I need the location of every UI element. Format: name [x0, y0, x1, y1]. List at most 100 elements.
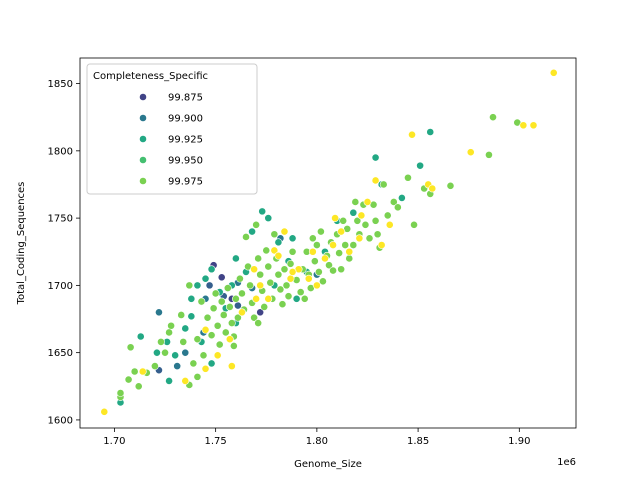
- data-point: [217, 273, 226, 282]
- data-point: [187, 294, 196, 303]
- data-point: [177, 311, 186, 319]
- data-point: [213, 351, 222, 360]
- legend-marker: [139, 135, 147, 143]
- data-points: [100, 68, 558, 416]
- data-point: [209, 304, 218, 313]
- data-point: [351, 198, 360, 206]
- data-point: [207, 265, 216, 274]
- data-point: [296, 288, 305, 297]
- data-point: [408, 130, 416, 139]
- x-tick-label: 1.85: [407, 436, 429, 447]
- y-tick-label: 1750: [48, 214, 73, 225]
- data-point: [248, 227, 256, 236]
- data-point: [153, 348, 161, 357]
- legend-label: 99.925: [168, 135, 203, 146]
- data-point: [349, 208, 358, 217]
- data-point: [116, 389, 125, 397]
- data-point: [181, 348, 190, 357]
- data-point: [286, 274, 295, 283]
- data-point: [270, 230, 279, 239]
- data-point: [274, 270, 283, 279]
- data-point: [314, 268, 323, 276]
- data-point: [252, 220, 261, 229]
- data-point: [365, 234, 374, 243]
- data-point: [229, 342, 238, 350]
- data-point: [274, 251, 283, 260]
- data-point: [171, 351, 180, 360]
- data-point: [304, 274, 313, 283]
- data-point: [181, 377, 190, 385]
- axes-frame: [79, 57, 577, 429]
- data-point: [312, 281, 321, 290]
- data-point: [321, 254, 329, 263]
- x-axis-ticks: 1.70 1.75 1.80 1.85 1.90: [103, 428, 530, 447]
- data-point: [308, 234, 317, 243]
- y-tick-label: 1650: [48, 348, 73, 359]
- data-point: [371, 216, 380, 225]
- data-point: [136, 332, 145, 341]
- data-point: [205, 281, 214, 290]
- legend-label: 99.900: [168, 114, 203, 125]
- data-point: [371, 153, 380, 162]
- data-point: [426, 128, 435, 136]
- data-point: [199, 351, 208, 360]
- data-point: [519, 121, 528, 130]
- data-point: [185, 281, 194, 290]
- data-point: [227, 319, 236, 327]
- data-point: [242, 233, 250, 241]
- data-point: [238, 289, 246, 298]
- data-point: [274, 238, 283, 247]
- data-point: [201, 364, 210, 373]
- data-point: [165, 328, 173, 337]
- x-axis-offset-label: 1e6: [557, 457, 576, 468]
- data-point: [363, 198, 372, 206]
- data-point: [276, 285, 285, 294]
- data-point: [489, 113, 497, 122]
- legend-marker: [139, 156, 147, 164]
- data-point: [446, 181, 455, 190]
- data-point: [173, 362, 182, 371]
- data-point: [325, 261, 333, 270]
- data-point: [335, 249, 344, 257]
- data-point: [270, 246, 279, 255]
- data-point: [549, 68, 558, 77]
- data-point: [256, 281, 265, 290]
- data-point: [349, 241, 358, 249]
- x-tick-label: 1.75: [205, 436, 227, 447]
- data-point: [288, 268, 297, 276]
- data-point: [236, 274, 244, 283]
- data-point: [124, 375, 133, 384]
- data-point: [310, 257, 319, 266]
- legend-marker: [139, 114, 147, 122]
- data-point: [288, 247, 297, 256]
- data-point: [385, 220, 394, 229]
- data-point: [286, 259, 295, 268]
- y-axis-ticks: 1600 1650 1700 1750 1800 1850: [48, 79, 80, 426]
- data-point: [529, 121, 538, 130]
- data-point: [393, 203, 402, 212]
- data-point: [383, 211, 392, 220]
- data-point: [246, 281, 254, 290]
- data-point: [319, 277, 327, 286]
- data-point: [264, 294, 273, 303]
- data-point: [234, 313, 242, 322]
- data-point: [357, 211, 366, 220]
- x-tick-label: 1.70: [103, 436, 125, 447]
- y-tick-label: 1850: [48, 79, 73, 90]
- data-point: [215, 340, 224, 349]
- data-point: [223, 284, 232, 292]
- data-point: [284, 292, 293, 301]
- data-point: [203, 313, 212, 322]
- data-point: [217, 297, 226, 306]
- legend: Completeness_Specific 99.875 99.900 99.925…: [86, 63, 258, 195]
- data-point: [157, 337, 165, 346]
- data-point: [280, 227, 289, 236]
- data-point: [231, 294, 240, 303]
- data-point: [345, 254, 354, 263]
- data-point: [264, 214, 273, 223]
- data-point: [331, 214, 339, 223]
- data-point: [428, 184, 437, 193]
- data-point: [312, 241, 321, 249]
- data-point: [165, 377, 173, 385]
